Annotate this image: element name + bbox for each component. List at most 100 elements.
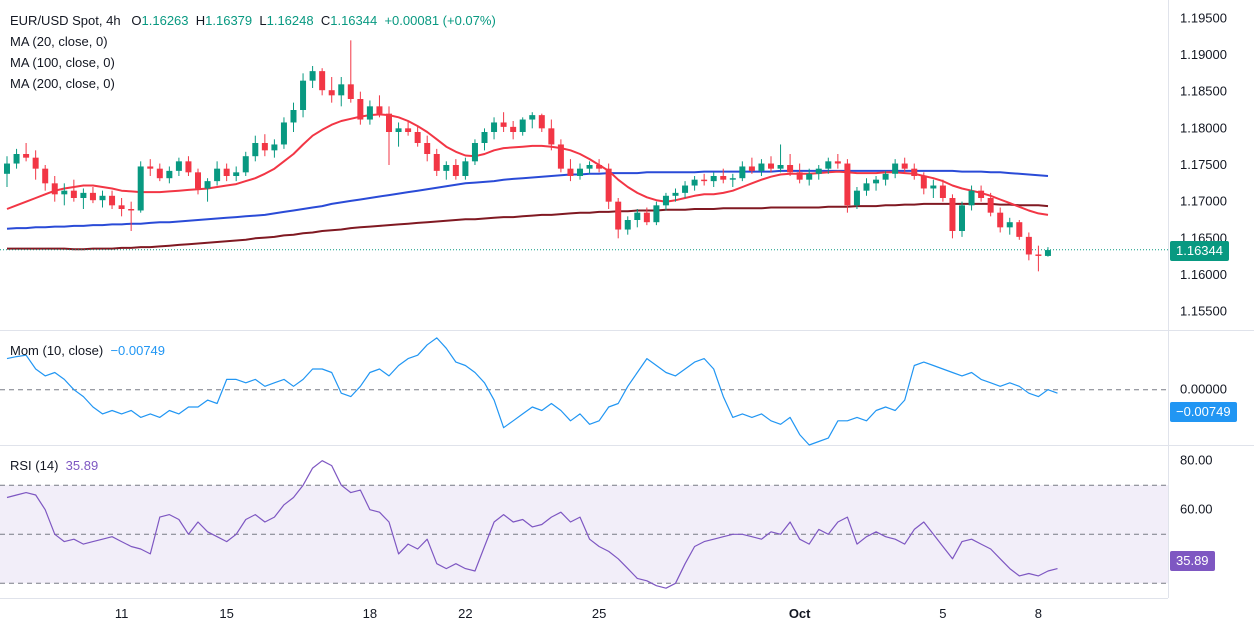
close-label: C [320, 13, 331, 28]
rsi-line [6, 460, 1058, 589]
rsi-label: RSI (14) [10, 458, 59, 473]
price-tick-label: 1.16000 [1180, 267, 1227, 282]
candle [1016, 220, 1023, 240]
candle-body [500, 122, 507, 127]
price-tick-label: 1.18000 [1180, 120, 1227, 135]
high-label: H [195, 13, 206, 28]
momentum-legend[interactable]: Mom (10, close) −0.00749 [10, 340, 165, 361]
ma200-line [7, 202, 1049, 251]
candle [109, 190, 116, 209]
rsi-pane [0, 460, 1168, 589]
candle-body [51, 183, 58, 195]
candle-body [433, 154, 440, 171]
candle-body [261, 143, 268, 151]
rsi-legend[interactable]: RSI (14) 35.89 [10, 455, 98, 476]
candle [1044, 247, 1051, 257]
last-price-tag: 1.16344 [1170, 241, 1229, 261]
candle [405, 121, 412, 136]
candle-body [892, 163, 899, 174]
candle [233, 166, 240, 182]
candle [643, 207, 650, 226]
candle [462, 157, 469, 180]
ma200-legend[interactable]: MA (200, close, 0) [10, 76, 115, 91]
rsi-tick-label: 80.00 [1180, 453, 1213, 468]
candle-body [567, 168, 574, 176]
candle [175, 157, 182, 176]
price-tick-label: 1.15500 [1180, 304, 1227, 319]
candle [844, 159, 851, 213]
change-value: +0.00081 (+0.07%) [384, 13, 496, 28]
candle [577, 163, 583, 180]
candle [939, 179, 946, 202]
candle-body [61, 190, 68, 195]
candle-body [252, 143, 259, 157]
time-tick-label: 8 [1035, 606, 1042, 621]
ma20-legend[interactable]: MA (20, close, 0) [10, 34, 108, 49]
candle [538, 113, 545, 132]
candle [128, 201, 135, 231]
candle [89, 187, 96, 204]
candle-body [137, 166, 144, 211]
candle-body [280, 122, 287, 145]
candle [567, 159, 574, 182]
candle-body [80, 192, 87, 198]
candle [959, 201, 965, 237]
candle [605, 163, 612, 209]
candle [42, 165, 49, 191]
candle [395, 122, 402, 147]
candle [863, 178, 870, 196]
candle [615, 198, 622, 239]
time-tick-label: 11 [115, 606, 129, 621]
candle [682, 181, 689, 198]
candle-body [748, 166, 755, 171]
symbol-label[interactable]: EUR/USD Spot, 4h [10, 13, 121, 28]
candle-body [70, 190, 77, 198]
candle-body [1006, 222, 1013, 228]
candle-body [672, 192, 679, 196]
candle [739, 161, 746, 182]
rsi-value: 35.89 [65, 458, 99, 473]
time-tick-label: 18 [363, 606, 377, 621]
candle-body [156, 168, 163, 179]
candle-body [682, 185, 689, 193]
candle [223, 163, 230, 182]
candle [118, 198, 125, 217]
candle-body [586, 165, 593, 169]
candle [1035, 245, 1042, 272]
candle [691, 176, 698, 191]
candle-body [920, 176, 927, 189]
candle [557, 139, 564, 173]
candle [787, 154, 794, 176]
candle [366, 100, 373, 125]
candle-body [624, 220, 631, 230]
candle [834, 154, 841, 169]
candle-body [605, 168, 612, 202]
candle-body [911, 168, 918, 176]
candle [720, 168, 727, 184]
candle-body [844, 163, 851, 206]
candle-body [882, 173, 889, 180]
candle-body [166, 170, 173, 179]
candle-body [777, 165, 784, 169]
candle [701, 173, 708, 186]
ma100-legend[interactable]: MA (100, close, 0) [10, 55, 115, 70]
candle-body [968, 190, 975, 206]
candle-body [32, 157, 39, 169]
candle [252, 135, 259, 162]
candle [204, 178, 211, 202]
candle [195, 168, 201, 195]
candle [319, 68, 326, 96]
candle [806, 168, 813, 186]
candle-body [806, 173, 813, 180]
candle [4, 156, 10, 187]
candle-body [596, 165, 603, 169]
candle-body [1016, 222, 1023, 237]
candle [653, 201, 660, 226]
candle-body [481, 132, 488, 143]
candle [949, 194, 956, 239]
candle [777, 144, 784, 173]
candle [853, 187, 860, 209]
candle-body [195, 172, 201, 189]
